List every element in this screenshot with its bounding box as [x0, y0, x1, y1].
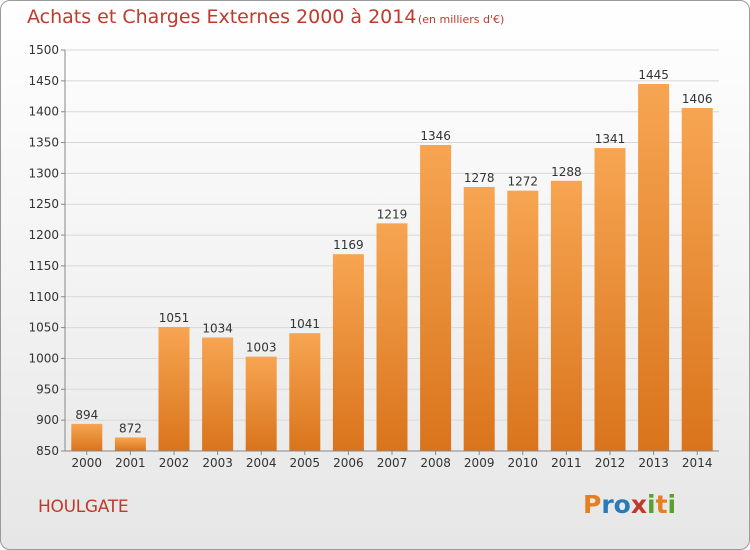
x-tick-label: 2005	[290, 456, 321, 470]
bar-value-label: 1272	[508, 175, 539, 189]
bars: 894 872 1051 1034 1003 1041 1169 1219 1346 1278 12…	[71, 68, 713, 452]
logo-letter: i	[647, 490, 656, 519]
chart-title: Achats et Charges Externes 2000 à 2014	[27, 6, 417, 28]
logo-letter: r	[601, 490, 614, 519]
y-tick-label: 1200	[28, 228, 59, 242]
y-tick-label: 1400	[28, 105, 59, 119]
bar	[638, 83, 670, 451]
x-tick-label: 2002	[159, 456, 190, 470]
bar	[71, 423, 103, 451]
bar-value-label: 1219	[377, 207, 408, 221]
logo-letter: i	[667, 490, 677, 519]
bar-value-label: 1288	[551, 165, 582, 179]
bar	[158, 326, 190, 451]
y-tick-label: 1450	[28, 74, 59, 88]
bar	[245, 356, 277, 451]
bar	[289, 333, 321, 451]
proxiti-logo: Proxiti	[583, 490, 676, 519]
bar-value-label: 1406	[682, 92, 713, 106]
x-tick-label: 2014	[682, 456, 713, 470]
bar	[681, 107, 713, 451]
bar-value-label: 872	[119, 421, 142, 435]
bar	[463, 186, 495, 452]
bar	[332, 254, 364, 451]
bar-value-label: 1051	[159, 311, 190, 325]
y-tick-label: 1300	[28, 166, 59, 180]
y-tick-label: 1350	[28, 136, 59, 150]
logo-letter: P	[583, 490, 602, 519]
bar-value-label: 1034	[202, 321, 233, 335]
bar	[550, 180, 582, 451]
x-tick-label: 2010	[508, 456, 539, 470]
bar	[507, 190, 539, 452]
bar	[114, 437, 146, 451]
bar	[420, 145, 452, 451]
x-tick-label: 2011	[551, 456, 582, 470]
bar-value-label: 1445	[638, 68, 669, 82]
bar	[376, 223, 408, 451]
y-tick-label: 1250	[28, 197, 59, 211]
y-tick-label: 1500	[28, 43, 59, 57]
x-tick-label: 2004	[246, 456, 277, 470]
city-name: HOULGATE	[38, 497, 129, 517]
axes: 850 900 950 1000 1050 1100 1150 1200 1250 1300 135…	[28, 43, 719, 470]
x-tick-label: 2007	[377, 456, 408, 470]
x-tick-label: 2013	[638, 456, 669, 470]
x-tick-label: 2003	[202, 456, 233, 470]
y-tick-label: 1150	[28, 259, 59, 273]
y-tick-label: 1050	[28, 321, 59, 335]
x-tick-label: 2001	[115, 456, 146, 470]
bar	[594, 148, 626, 452]
x-tick-label: 2012	[595, 456, 626, 470]
bar-value-label: 1278	[464, 171, 495, 185]
bar-value-label: 1341	[595, 132, 626, 146]
bar-value-label: 1041	[290, 317, 321, 331]
bar-value-label: 1346	[420, 129, 451, 143]
logo-letter: o	[613, 490, 631, 519]
chart-unit: (en milliers d'€)	[418, 13, 505, 26]
y-tick-label: 850	[36, 444, 59, 458]
x-tick-label: 2008	[420, 456, 451, 470]
x-tick-label: 2000	[72, 456, 103, 470]
bar-value-label: 1169	[333, 238, 364, 252]
logo-letter: x	[630, 490, 647, 519]
bar-value-label: 1003	[246, 341, 277, 355]
x-tick-label: 2009	[464, 456, 495, 470]
bar	[202, 337, 234, 451]
y-tick-label: 1000	[28, 351, 59, 365]
y-tick-label: 900	[36, 413, 59, 427]
x-tick-label: 2006	[333, 456, 364, 470]
y-tick-label: 950	[36, 382, 59, 396]
logo-letter: t	[655, 490, 668, 519]
y-tick-label: 1100	[28, 290, 59, 304]
bar-value-label: 894	[75, 408, 98, 422]
